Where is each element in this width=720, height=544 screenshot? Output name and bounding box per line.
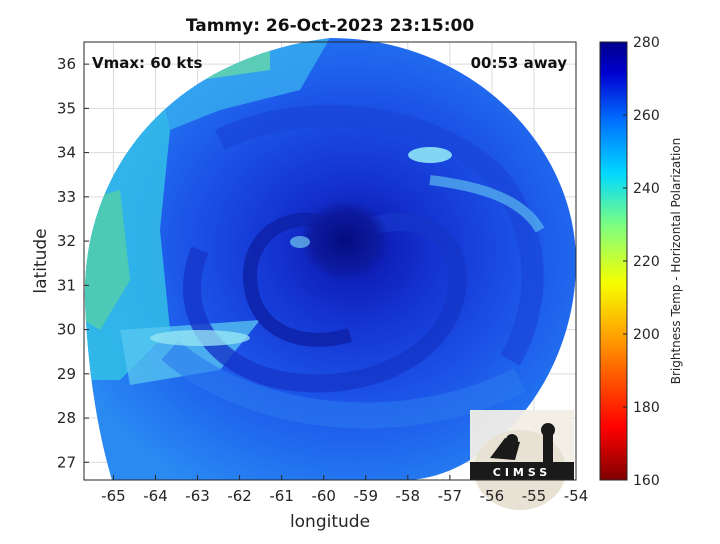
y-tick-label: 27 [57, 453, 76, 471]
colorbar-tick-label: 180 [633, 400, 660, 416]
y-tick-label: 34 [57, 144, 76, 162]
y-axis-ticks: 36 35 34 33 32 31 30 29 28 27 [57, 55, 89, 471]
x-tick-label: -61 [269, 487, 294, 505]
x-tick-label: -55 [522, 487, 547, 505]
x-axis-ticks: -65 -64 -63 -62 -61 -60 -59 -58 -57 -56 -55 -54 [101, 475, 588, 505]
satellite-imagery [84, 38, 576, 480]
y-tick-label: 29 [57, 365, 76, 383]
colorbar-tick-label: 260 [633, 108, 660, 124]
colorbar-tick-label: 240 [633, 181, 660, 197]
colorbar-tick-label: 160 [633, 473, 660, 489]
chart-title: Tammy: 26-Oct-2023 23:15:00 [186, 16, 474, 36]
y-tick-label: 32 [57, 232, 76, 250]
x-tick-label: -65 [101, 487, 126, 505]
y-tick-label: 28 [57, 409, 76, 427]
x-tick-label: -58 [396, 487, 421, 505]
colorbar-label: Brightness Temp - Horizontal Polarizatio… [669, 138, 683, 385]
y-tick-label: 35 [57, 99, 76, 117]
x-tick-label: -64 [143, 487, 168, 505]
colorbar-ticks: 280 260 240 220 200 180 160 [623, 35, 660, 489]
vmax-label: Vmax: 60 kts [92, 54, 202, 72]
x-tick-label: -59 [353, 487, 378, 505]
y-tick-label: 31 [57, 276, 76, 294]
x-tick-label: -63 [185, 487, 210, 505]
x-tick-label: -60 [311, 487, 336, 505]
y-tick-label: 30 [57, 321, 76, 339]
colorbar-tick-label: 200 [633, 327, 660, 343]
y-tick-label: 36 [57, 55, 76, 73]
x-tick-label: -57 [438, 487, 463, 505]
y-tick-label: 33 [57, 188, 76, 206]
cimss-logo: CIMSS [470, 410, 574, 510]
colorbar-tick-label: 280 [633, 35, 660, 51]
colorbar-tick-label: 220 [633, 254, 660, 270]
time-offset-label: 00:53 away [471, 54, 568, 72]
y-axis-label: latitude [31, 228, 51, 293]
colorbar [599, 41, 628, 481]
plot-frame [83, 41, 577, 481]
x-tick-label: -62 [227, 487, 252, 505]
x-tick-label: -54 [564, 487, 589, 505]
x-tick-label: -56 [480, 487, 505, 505]
x-axis-label: longitude [290, 512, 370, 532]
logo-text: CIMSS [493, 466, 551, 479]
